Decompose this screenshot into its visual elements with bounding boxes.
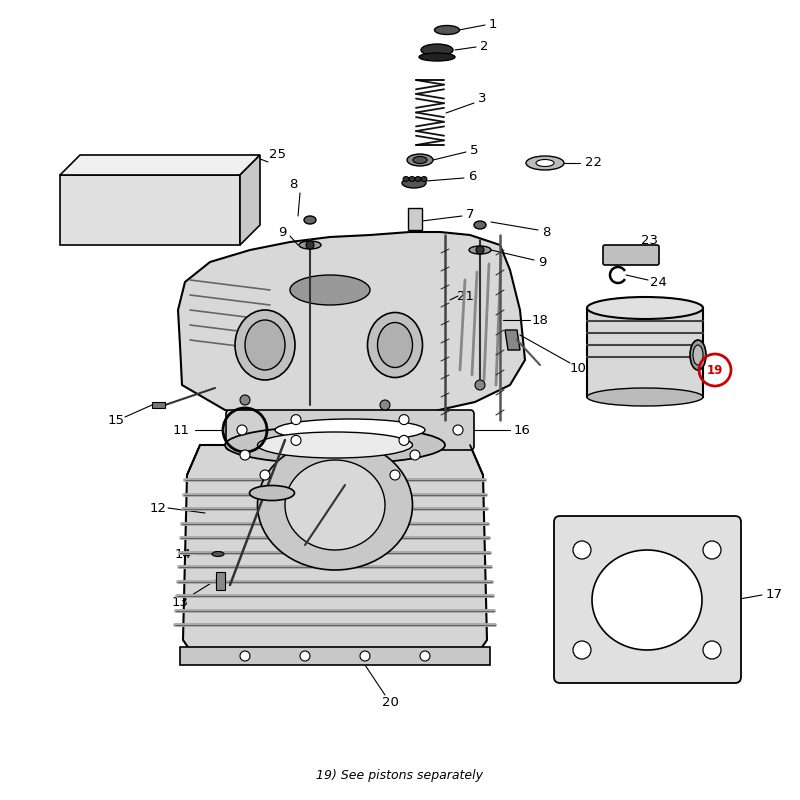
Bar	[408, 208, 422, 230]
FancyBboxPatch shape	[554, 516, 741, 683]
Circle shape	[410, 450, 420, 460]
Text: 3: 3	[478, 93, 486, 106]
Circle shape	[237, 425, 247, 435]
Text: 10: 10	[570, 362, 586, 374]
Circle shape	[306, 241, 314, 249]
Ellipse shape	[434, 26, 459, 34]
Circle shape	[390, 470, 400, 480]
Text: 13: 13	[171, 595, 189, 609]
Ellipse shape	[587, 297, 703, 319]
Ellipse shape	[235, 310, 295, 380]
Polygon shape	[183, 445, 487, 660]
Polygon shape	[587, 308, 703, 397]
Circle shape	[573, 641, 591, 659]
Polygon shape	[60, 175, 240, 245]
Ellipse shape	[415, 177, 421, 182]
Text: 7: 7	[466, 207, 474, 221]
Text: 19) See pistons separately: 19) See pistons separately	[317, 769, 483, 782]
Polygon shape	[240, 155, 260, 245]
Ellipse shape	[367, 313, 422, 378]
Text: 18: 18	[531, 314, 549, 326]
Ellipse shape	[421, 44, 453, 56]
Ellipse shape	[250, 486, 294, 501]
Ellipse shape	[526, 156, 564, 170]
Ellipse shape	[225, 426, 445, 464]
Ellipse shape	[378, 322, 413, 367]
Ellipse shape	[299, 241, 321, 249]
Text: 9: 9	[538, 257, 546, 270]
Polygon shape	[178, 232, 525, 420]
Circle shape	[703, 541, 721, 559]
Text: 21: 21	[458, 290, 474, 303]
Ellipse shape	[690, 340, 706, 370]
Ellipse shape	[693, 345, 703, 365]
Text: 20: 20	[382, 695, 398, 709]
Ellipse shape	[413, 157, 427, 163]
Ellipse shape	[407, 154, 433, 166]
Text: 6: 6	[468, 170, 476, 182]
Ellipse shape	[536, 159, 554, 166]
Circle shape	[476, 246, 484, 254]
Text: 23: 23	[642, 234, 658, 246]
Text: 22: 22	[585, 157, 602, 170]
Circle shape	[291, 414, 301, 425]
FancyBboxPatch shape	[226, 410, 474, 450]
Bar	[216, 572, 225, 590]
Ellipse shape	[587, 388, 703, 406]
Ellipse shape	[469, 246, 491, 254]
Bar	[180, 647, 490, 665]
Ellipse shape	[419, 53, 455, 61]
Ellipse shape	[290, 275, 370, 305]
Ellipse shape	[245, 320, 285, 370]
FancyBboxPatch shape	[603, 245, 659, 265]
Circle shape	[240, 450, 250, 460]
Ellipse shape	[212, 551, 224, 557]
Ellipse shape	[403, 177, 409, 182]
Circle shape	[420, 651, 430, 661]
Text: 14: 14	[174, 547, 191, 561]
Ellipse shape	[258, 440, 413, 570]
Text: 2: 2	[480, 41, 488, 54]
Ellipse shape	[474, 221, 486, 229]
Circle shape	[240, 651, 250, 661]
Circle shape	[291, 435, 301, 446]
Text: 24: 24	[650, 277, 666, 290]
Text: 19: 19	[707, 363, 723, 377]
Text: 8: 8	[289, 178, 297, 191]
Text: 8: 8	[542, 226, 550, 238]
Bar	[152, 402, 165, 408]
Circle shape	[300, 651, 310, 661]
Circle shape	[380, 400, 390, 410]
Circle shape	[240, 395, 250, 405]
Text: 11: 11	[173, 423, 190, 437]
Text: 12: 12	[150, 502, 166, 514]
Circle shape	[573, 541, 591, 559]
Text: 16: 16	[514, 423, 530, 437]
Circle shape	[360, 651, 370, 661]
Ellipse shape	[409, 177, 415, 182]
Ellipse shape	[421, 177, 427, 182]
Ellipse shape	[592, 550, 702, 650]
Circle shape	[703, 641, 721, 659]
Circle shape	[399, 414, 409, 425]
Text: 1: 1	[489, 18, 498, 31]
Circle shape	[453, 425, 463, 435]
Text: gasket sets: gasket sets	[118, 203, 186, 217]
Circle shape	[475, 380, 485, 390]
Polygon shape	[505, 330, 520, 350]
Ellipse shape	[258, 432, 413, 458]
Text: 9: 9	[278, 226, 286, 238]
Circle shape	[260, 470, 270, 480]
Text: 17: 17	[766, 589, 782, 602]
Text: 15: 15	[107, 414, 125, 426]
Text: 25: 25	[270, 149, 286, 162]
Ellipse shape	[402, 178, 426, 188]
Ellipse shape	[275, 419, 425, 441]
Ellipse shape	[304, 216, 316, 224]
Ellipse shape	[285, 460, 385, 550]
Polygon shape	[60, 155, 260, 175]
Text: 5: 5	[470, 143, 478, 157]
Circle shape	[399, 435, 409, 446]
